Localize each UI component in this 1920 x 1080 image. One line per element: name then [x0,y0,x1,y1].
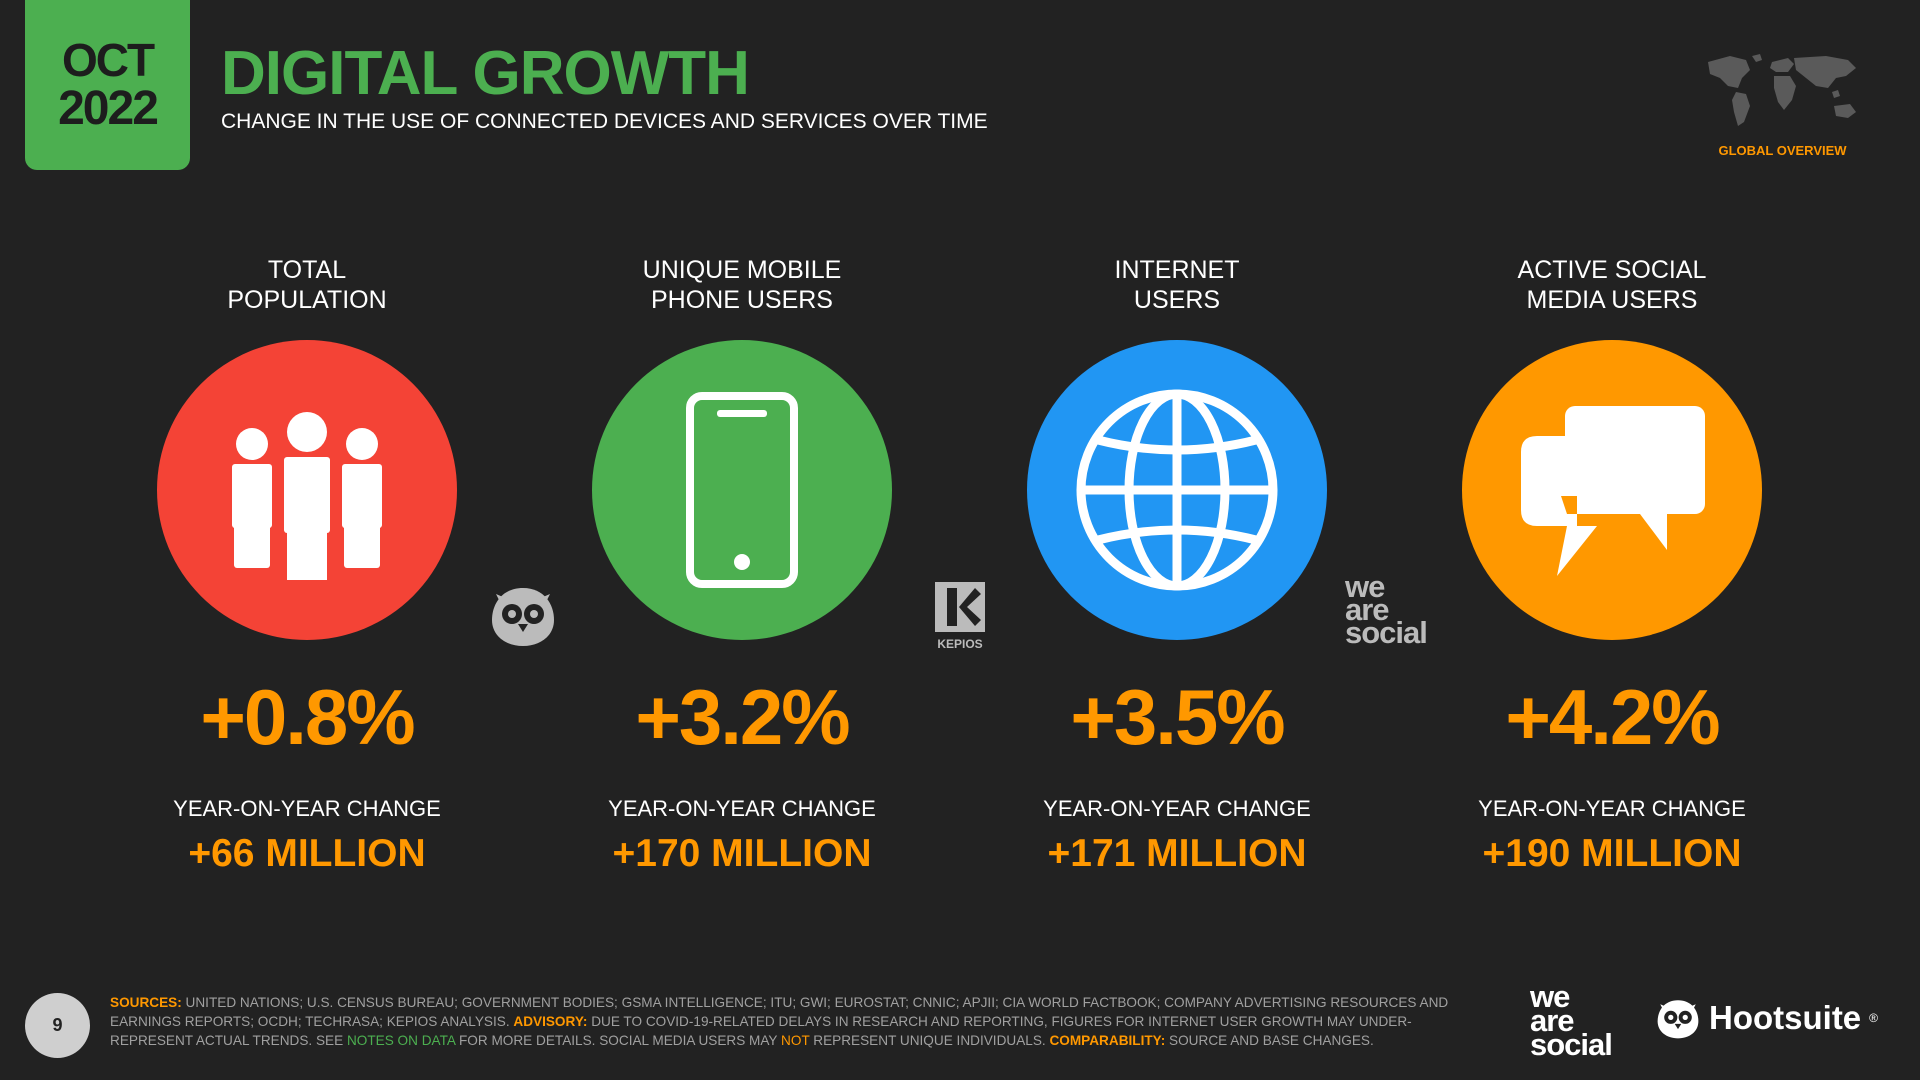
owl-watermark-icon [492,588,554,646]
page-subtitle: CHANGE IN THE USE OF CONNECTED DEVICES A… [221,110,988,133]
metric-title-line2: POPULATION [227,286,387,314]
metrics-row: TOTAL POPULATION +0.8% YEAR-ON-YEAR CHAN… [0,255,1920,895]
world-map-icon [1707,54,1856,126]
date-year: 2022 [58,82,159,135]
metric-change-label: YEAR-ON-YEAR CHANGE [608,796,876,821]
metric-change-percent: +3.2% [635,673,850,761]
metric-title-line1: ACTIVE SOCIAL [1517,256,1707,284]
kepios-label: KEPIOS [937,637,983,651]
metric-change-label: YEAR-ON-YEAR CHANGE [173,796,441,821]
advisory-label: ADVISORY: [513,1014,588,1029]
people-icon [232,412,382,580]
metric-change-absolute: +171 MILLION [1047,832,1307,875]
region-indicator: GLOBAL OVERVIEW [1695,48,1870,158]
metric-title-line1: TOTAL [267,256,347,284]
metric-icon-circle [1462,340,1762,640]
metric-change-percent: +4.2% [1505,673,1720,761]
we-are-social-watermark: we are social [1345,569,1428,650]
advisory-text-3: REPRESENT UNIQUE INDIVIDUALS. [813,1033,1046,1048]
registered-mark: ® [1869,1011,1879,1025]
mobile-phone-icon [686,392,798,588]
chat-bubbles-icon [1521,406,1705,576]
sources-label: SOURCES: [110,995,182,1010]
metric-change-label: YEAR-ON-YEAR CHANGE [1043,796,1311,821]
we-are-social-logo: we are social [1530,979,1613,1062]
metric-change-percent: +0.8% [200,673,415,761]
metric-title-line2: USERS [1133,286,1221,314]
metric-icon-circle [157,340,457,640]
metric-change-absolute: +190 MILLION [1482,832,1742,875]
hootsuite-logo: Hootsuite ® [1655,995,1878,1041]
metric-change-label: YEAR-ON-YEAR CHANGE [1478,796,1746,821]
comparability-label: COMPARABILITY: [1049,1033,1166,1048]
metric-title: UNIQUE MOBILE PHONE USERS [643,255,842,317]
sources-text: UNITED NATIONS; U.S. CENSUS BUREAU; GOVE… [110,995,1449,1029]
metric-internet-users: INTERNET USERS +3.5% YEAR-ON-YEAR CHANGE… [997,255,1357,876]
notes-on-data-link[interactable]: NOTES ON DATA [346,1033,456,1048]
brand-we: we [1530,979,1570,1014]
metric-title-line2: PHONE USERS [651,286,833,314]
advisory-text-2: FOR MORE DETAILS. SOCIAL MEDIA USERS MAY [459,1033,778,1048]
metric-title-line1: UNIQUE MOBILE [642,256,842,284]
metric-change-percent: +3.5% [1070,673,1285,761]
comparability-text: SOURCE AND BASE CHANGES. [1169,1033,1374,1048]
was-watermark-are: are [1345,592,1390,627]
metric-title-line2: MEDIA USERS [1526,286,1698,314]
metric-icon-circle [592,340,892,640]
not-word: NOT [781,1033,810,1048]
page-title: DIGITAL GROWTH [221,39,750,108]
metric-change-absolute: +170 MILLION [612,832,872,875]
brand-are: are [1530,1003,1575,1038]
metric-title: INTERNET USERS [1115,255,1240,317]
metric-active-social-media-users: ACTIVE SOCIAL MEDIA USERS +4.2% YEAR-ON-… [1432,255,1792,876]
hootsuite-owl-icon [1657,1000,1699,1039]
date-month: OCT [61,34,155,86]
metric-change-absolute: +66 MILLION [188,832,426,875]
metric-unique-mobile-users: UNIQUE MOBILE PHONE USERS +3.2% YEAR-ON-… [562,255,922,876]
brand-social: social [1530,1027,1613,1062]
globe-icon [1076,389,1278,591]
hootsuite-wordmark: Hootsuite [1709,999,1862,1036]
page-number: 9 [25,993,90,1058]
advisory-text: DUE TO COVID-19-RELATED DELAYS IN RESEAR… [110,1014,1412,1048]
metric-title: TOTAL POPULATION [227,255,386,317]
was-watermark-social: social [1345,615,1428,650]
metric-icon-circle [1027,340,1327,640]
metric-title: ACTIVE SOCIAL MEDIA USERS [1518,255,1707,317]
kepios-logo-icon [935,582,985,632]
metric-total-population: TOTAL POPULATION +0.8% YEAR-ON-YEAR CHAN… [127,255,487,876]
date-badge: OCT 2022 [25,0,190,170]
footer-sources: SOURCES: UNITED NATIONS; U.S. CENSUS BUR… [110,993,1470,1050]
kepios-watermark: KEPIOS [933,580,987,651]
region-label: GLOBAL OVERVIEW [1718,143,1847,158]
was-watermark-we: we [1345,569,1385,604]
metric-title-line1: INTERNET [1114,256,1240,284]
